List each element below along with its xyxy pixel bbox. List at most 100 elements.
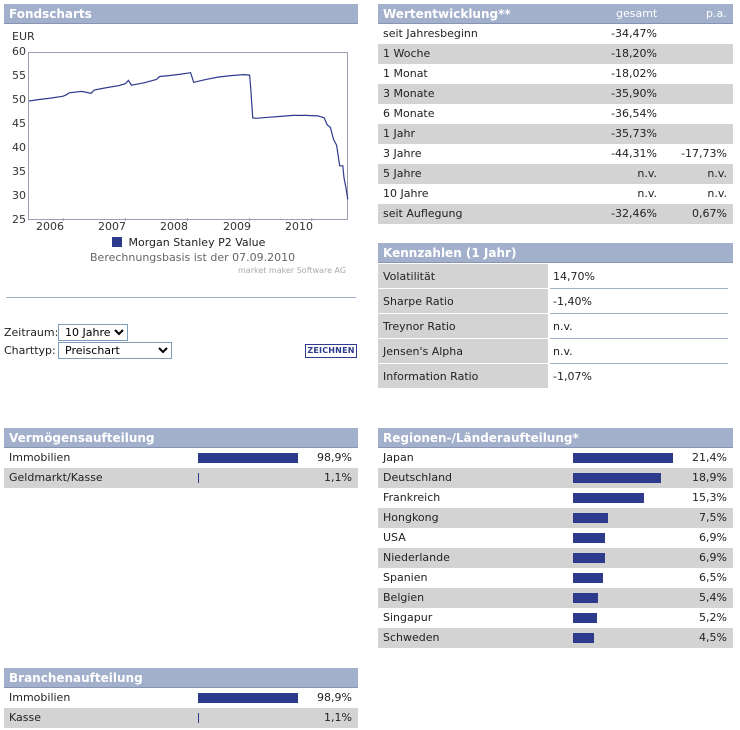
- y-tick-label: 45: [12, 117, 26, 130]
- pa-value: -17,73%: [681, 147, 727, 160]
- table-row: Information Ratio -1,07%: [378, 364, 728, 389]
- allocation-label: Immobilien: [9, 691, 71, 704]
- allocation-value: 5,4%: [699, 591, 727, 604]
- table-row: Schweden 4,5%: [378, 628, 733, 648]
- x-tick-label: 2008: [160, 220, 188, 233]
- allocation-label: Spanien: [383, 571, 428, 584]
- period-label: 1 Jahr: [383, 127, 415, 140]
- allocation-value: 1,1%: [324, 471, 352, 484]
- period-label: 10 Jahre: [383, 187, 429, 200]
- table-row: 5 Jahre n.v. n.v.: [378, 164, 733, 184]
- allocation-label: USA: [383, 531, 406, 544]
- credit-text: market maker Software AG: [238, 266, 347, 275]
- x-tick-label: 2010: [285, 220, 313, 233]
- table-row: Treynor Ratio n.v.: [378, 314, 728, 339]
- wertentwicklung-title: Wertentwicklung**: [383, 7, 511, 21]
- allocation-label: Belgien: [383, 591, 425, 604]
- row-divider: [550, 288, 728, 289]
- period-label: seit Auflegung: [383, 207, 463, 220]
- fondscharts-title: Fondscharts: [9, 7, 92, 21]
- gesamt-value: -44,31%: [611, 147, 657, 160]
- allocation-bar: [198, 473, 199, 483]
- table-row: 1 Woche -18,20%: [378, 44, 733, 64]
- table-row: Hongkong 7,5%: [378, 508, 733, 528]
- legend-series-name: Morgan Stanley P2 Value: [128, 236, 266, 249]
- allocation-bar: [198, 713, 199, 723]
- table-row: Sharpe Ratio -1,40%: [378, 289, 728, 314]
- gesamt-value: -34,47%: [611, 27, 657, 40]
- allocation-bar: [198, 453, 298, 463]
- period-label: 1 Woche: [383, 47, 431, 60]
- pa-value: n.v.: [707, 167, 727, 180]
- period-label: seit Jahresbeginn: [383, 27, 478, 40]
- legend-swatch: [112, 237, 122, 247]
- gesamt-value: -36,54%: [611, 107, 657, 120]
- kennzahl-value: n.v.: [553, 345, 573, 358]
- allocation-bar: [573, 613, 597, 623]
- allocation-value: 1,1%: [324, 711, 352, 724]
- divider: [6, 297, 356, 298]
- allocation-label: Schweden: [383, 631, 440, 644]
- wertentwicklung-header: Wertentwicklung** gesamt p.a.: [378, 4, 733, 24]
- regionen-header: Regionen-/Länderaufteilung*: [378, 428, 733, 448]
- y-tick-label: 50: [12, 93, 26, 106]
- kennzahl-label: Jensen's Alpha: [378, 339, 548, 364]
- gesamt-value: -18,20%: [611, 47, 657, 60]
- allocation-label: Deutschland: [383, 471, 453, 484]
- gesamt-value: -32,46%: [611, 207, 657, 220]
- allocation-bar: [573, 533, 605, 543]
- table-row: Immobilien 98,9%: [4, 448, 358, 468]
- allocation-bar: [573, 593, 598, 603]
- gesamt-value: -35,90%: [611, 87, 657, 100]
- zeichnen-button[interactable]: ZEICHNEN: [305, 344, 357, 358]
- basis-text: Berechnungsbasis ist der 07.09.2010: [90, 251, 296, 264]
- allocation-value: 6,9%: [699, 551, 727, 564]
- kennzahl-label: Volatilität: [378, 264, 548, 289]
- table-row: Immobilien 98,9%: [4, 688, 358, 708]
- y-tick-label: 35: [12, 165, 26, 178]
- vermoegen-title: Vermögensaufteilung: [9, 431, 155, 445]
- row-divider: [550, 313, 728, 314]
- allocation-bar: [573, 633, 594, 643]
- period-label: 5 Jahre: [383, 167, 422, 180]
- table-row: seit Jahresbeginn -34,47%: [378, 24, 733, 44]
- allocation-value: 6,9%: [699, 531, 727, 544]
- allocation-bar: [573, 573, 603, 583]
- kennzahl-value: 14,70%: [553, 270, 595, 283]
- allocation-value: 21,4%: [692, 451, 727, 464]
- currency-label: EUR: [12, 30, 35, 43]
- table-row: 1 Monat -18,02%: [378, 64, 733, 84]
- charttyp-label: Charttyp:: [4, 344, 56, 357]
- charttyp-select[interactable]: Preischart: [58, 342, 172, 359]
- table-row: Belgien 5,4%: [378, 588, 733, 608]
- table-row: Kasse 1,1%: [4, 708, 358, 728]
- allocation-bar: [573, 513, 608, 523]
- period-label: 6 Monate: [383, 107, 435, 120]
- x-tick-label: 2006: [36, 220, 64, 233]
- allocation-label: Hongkong: [383, 511, 439, 524]
- y-tick-label: 60: [12, 45, 26, 58]
- table-row: Geldmarkt/Kasse 1,1%: [4, 468, 358, 488]
- gesamt-value: n.v.: [637, 167, 657, 180]
- branchen-header: Branchenaufteilung: [4, 668, 358, 688]
- kennzahl-value: n.v.: [553, 320, 573, 333]
- table-row: 3 Jahre -44,31% -17,73%: [378, 144, 733, 164]
- allocation-label: Kasse: [9, 711, 41, 724]
- row-divider: [550, 338, 728, 339]
- pa-value: 0,67%: [692, 207, 727, 220]
- allocation-label: Frankreich: [383, 491, 441, 504]
- table-row: Japan 21,4%: [378, 448, 733, 468]
- price-chart: [28, 52, 349, 221]
- allocation-label: Geldmarkt/Kasse: [9, 471, 103, 484]
- vermoegen-header: Vermögensaufteilung: [4, 428, 358, 448]
- allocation-bar: [573, 473, 661, 483]
- zeitraum-select[interactable]: 10 Jahre: [58, 324, 128, 341]
- x-tick-label: 2007: [98, 220, 126, 233]
- allocation-value: 98,9%: [317, 451, 352, 464]
- allocation-value: 7,5%: [699, 511, 727, 524]
- allocation-bar: [198, 693, 298, 703]
- table-row: Frankreich 15,3%: [378, 488, 733, 508]
- x-tick-label: 2009: [223, 220, 251, 233]
- col-pa: p.a.: [706, 7, 727, 20]
- row-divider: [550, 363, 728, 364]
